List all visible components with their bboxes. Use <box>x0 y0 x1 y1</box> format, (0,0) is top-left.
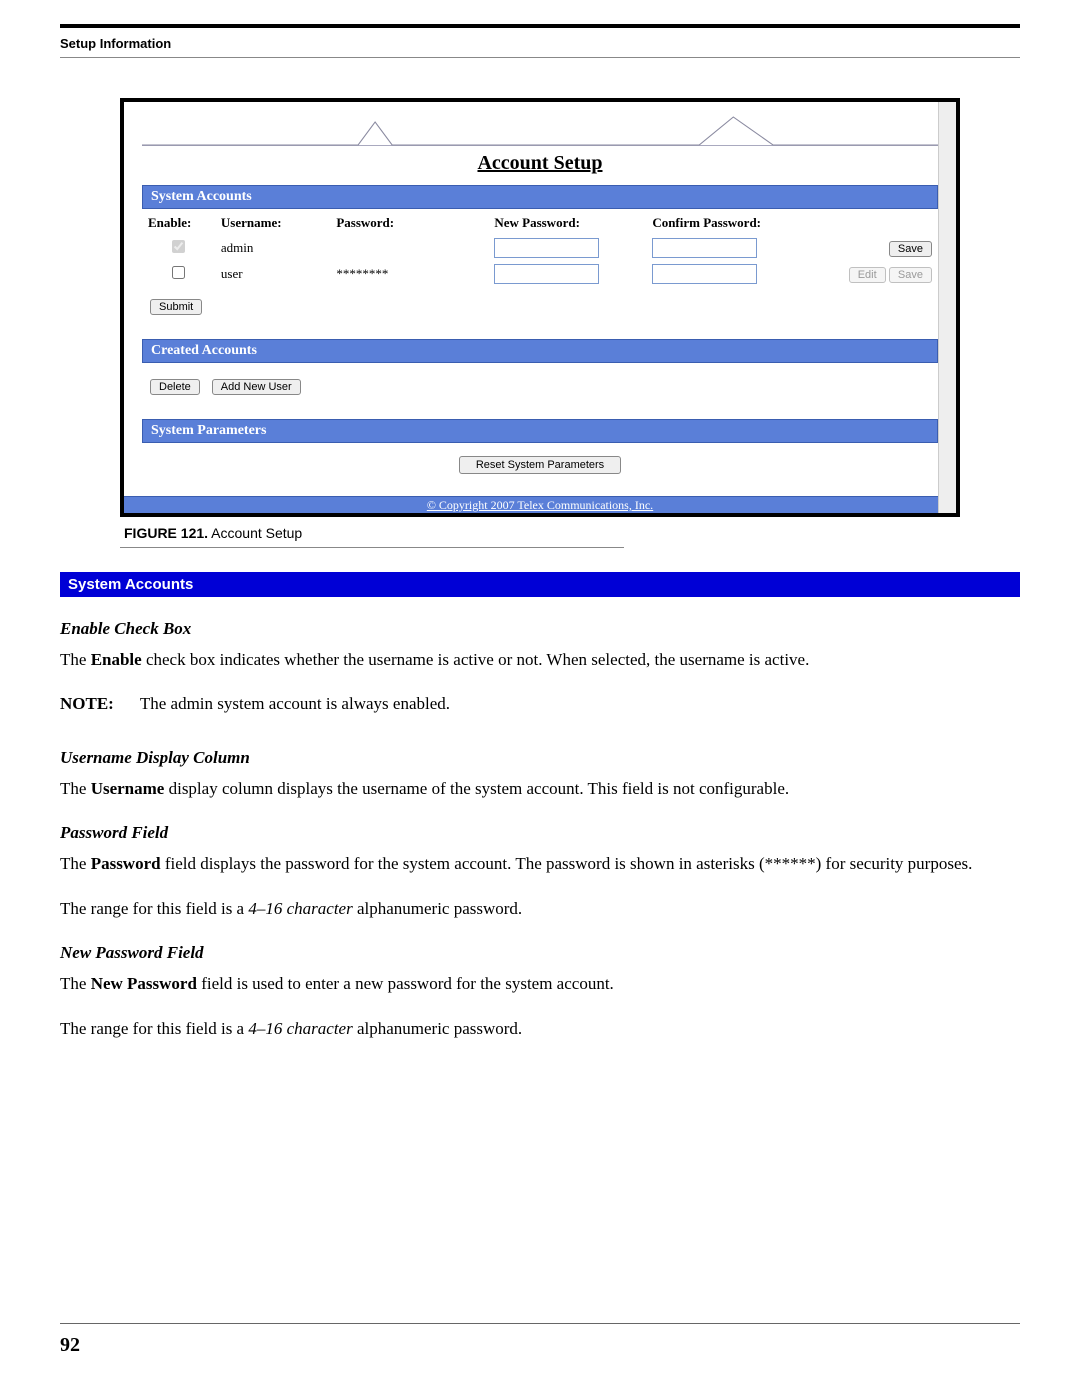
note-text: The admin system account is always enabl… <box>140 694 450 714</box>
new-password-input[interactable] <box>494 264 599 284</box>
username-cell: admin <box>215 235 330 261</box>
username-cell: user <box>215 261 330 287</box>
confirm-password-input[interactable] <box>652 264 757 284</box>
delete-button[interactable]: Delete <box>150 379 200 395</box>
header-rule <box>60 57 1020 58</box>
para-newpw-2: The range for this field is a 4–16 chara… <box>60 1018 1020 1041</box>
password-cell <box>330 235 488 261</box>
page-number: 92 <box>60 1334 1020 1357</box>
confirm-password-input[interactable] <box>652 238 757 258</box>
password-cell: ******** <box>330 261 488 287</box>
enable-checkbox <box>172 240 185 253</box>
section-system-parameters: System Parameters <box>142 419 938 443</box>
submit-button[interactable]: Submit <box>150 299 202 315</box>
subhead-username: Username Display Column <box>60 748 1020 768</box>
save-button: Save <box>889 267 932 283</box>
col-username: Username: <box>215 209 330 235</box>
screenshot-title: Account Setup <box>142 152 938 175</box>
para-username: The Username display column displays the… <box>60 778 1020 801</box>
para-enable: The Enable check box indicates whether t… <box>60 649 1020 672</box>
para-password-1: The Password field displays the password… <box>60 853 1020 876</box>
add-new-user-button[interactable]: Add New User <box>212 379 301 395</box>
figure-caption: FIGURE 121. Account Setup <box>120 517 960 545</box>
page-header: Setup Information <box>60 36 1020 51</box>
note: NOTE: The admin system account is always… <box>60 694 1020 714</box>
col-enable: Enable: <box>142 209 215 235</box>
note-label: NOTE: <box>60 694 114 714</box>
tab-strip <box>142 112 938 146</box>
footer-rule <box>60 1323 1020 1324</box>
scrollbar[interactable] <box>938 102 956 513</box>
caption-rule <box>120 547 624 548</box>
save-button[interactable]: Save <box>889 241 932 257</box>
col-confirm-password: Confirm Password: <box>646 209 804 235</box>
col-password: Password: <box>330 209 488 235</box>
figure-screenshot: Account Setup System Accounts Enable: Us… <box>120 98 960 517</box>
section-system-accounts: System Accounts <box>142 185 938 209</box>
para-password-2: The range for this field is a 4–16 chara… <box>60 898 1020 921</box>
doc-section-title: System Accounts <box>60 572 1020 597</box>
section-created-accounts: Created Accounts <box>142 339 938 363</box>
figure-caption-text: Account Setup <box>211 525 302 541</box>
reset-system-parameters-button[interactable]: Reset System Parameters <box>459 456 621 474</box>
para-newpw-1: The New Password field is used to enter … <box>60 973 1020 996</box>
table-row: admin Save <box>142 235 938 261</box>
accounts-table: Enable: Username: Password: New Password… <box>142 209 938 287</box>
edit-button: Edit <box>849 267 886 283</box>
new-password-input[interactable] <box>494 238 599 258</box>
table-row: user ******** Edit Save <box>142 261 938 287</box>
copyright-bar: © Copyright 2007 Telex Communications, I… <box>124 496 956 513</box>
subhead-enable: Enable Check Box <box>60 619 1020 639</box>
subhead-new-password: New Password Field <box>60 943 1020 963</box>
figure-label: FIGURE 121. <box>124 525 208 541</box>
col-new-password: New Password: <box>488 209 646 235</box>
enable-checkbox[interactable] <box>172 266 185 279</box>
subhead-password: Password Field <box>60 823 1020 843</box>
